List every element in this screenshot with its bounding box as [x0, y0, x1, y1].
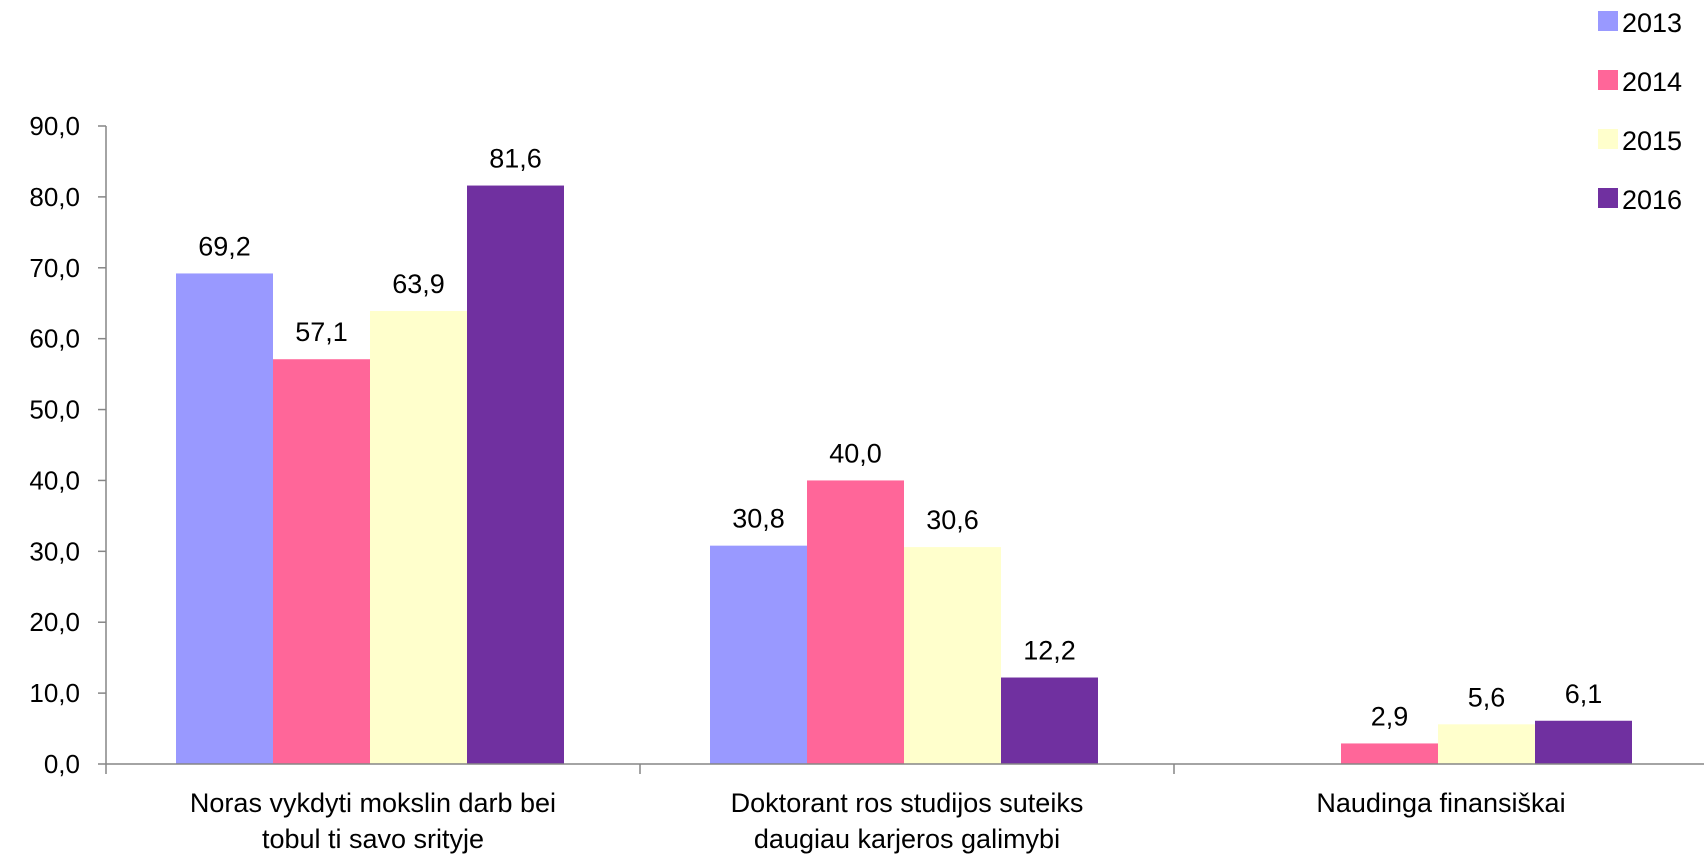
data-label: 30,6 — [926, 505, 979, 535]
data-label: 69,2 — [198, 231, 251, 261]
y-tick-label: 10,0 — [29, 678, 80, 708]
data-label: 40,0 — [829, 438, 882, 468]
y-tick-label: 40,0 — [29, 465, 80, 495]
data-label: 6,1 — [1565, 679, 1603, 709]
data-label: 2,9 — [1371, 701, 1409, 731]
legend: 2013 2014 2015 2016 — [1598, 8, 1682, 215]
y-tick-label: 0,0 — [44, 749, 80, 779]
bar-2014 — [273, 359, 370, 764]
bar-2016 — [1535, 720, 1632, 764]
legend-swatch-2014 — [1598, 70, 1618, 90]
legend-label: 2016 — [1622, 185, 1682, 215]
bar-2013 — [176, 273, 273, 764]
bar-2015 — [1438, 724, 1535, 764]
legend-swatch-2015 — [1598, 129, 1618, 149]
bar-2016 — [467, 185, 564, 765]
legend-label: 2013 — [1622, 8, 1682, 38]
y-tick-label: 70,0 — [29, 253, 80, 283]
legend-label: 2014 — [1622, 67, 1682, 97]
data-label: 30,8 — [732, 504, 785, 534]
legend-label: 2015 — [1622, 126, 1682, 156]
x-category-label: Doktorant ros studijos suteiks — [731, 788, 1084, 818]
x-category-label: Naudinga finansiškai — [1316, 788, 1565, 818]
y-tick-label: 20,0 — [29, 607, 80, 637]
data-label: 12,2 — [1023, 636, 1076, 666]
data-label: 81,6 — [489, 144, 542, 174]
data-label: 5,6 — [1468, 682, 1506, 712]
legend-swatch-2013 — [1598, 11, 1618, 31]
y-tick-label: 80,0 — [29, 182, 80, 212]
data-label: 57,1 — [295, 317, 348, 347]
data-label: 63,9 — [392, 269, 445, 299]
bars-layer — [176, 185, 1632, 765]
y-tick-label: 60,0 — [29, 324, 80, 354]
bar-2014 — [807, 480, 904, 764]
bar-2014 — [1341, 743, 1438, 764]
y-tick-label: 50,0 — [29, 395, 80, 425]
y-tick-label: 90,0 — [29, 111, 80, 141]
bar-2015 — [904, 547, 1001, 764]
legend-swatch-2016 — [1598, 188, 1618, 208]
y-tick-label: 30,0 — [29, 536, 80, 566]
axes-layer: 0,0 10,0 20,0 30,0 40,0 50,0 60,0 70,0 80,0 90,0 N… — [29, 111, 1704, 854]
bar-2015 — [370, 311, 467, 764]
bar-2013 — [710, 545, 807, 764]
x-category-label: Noras vykdyti mokslin darb bei — [190, 788, 556, 818]
x-category-label: tobul ti savo srityje — [262, 824, 484, 854]
data-labels-layer: 69,2 30,8 57,1 40,0 2,9 63,9 30,6 5,6 81,6 12,2 6,… — [198, 144, 1602, 732]
bar-2016 — [1001, 677, 1098, 764]
x-category-label: daugiau karjeros galimybi — [754, 824, 1060, 854]
